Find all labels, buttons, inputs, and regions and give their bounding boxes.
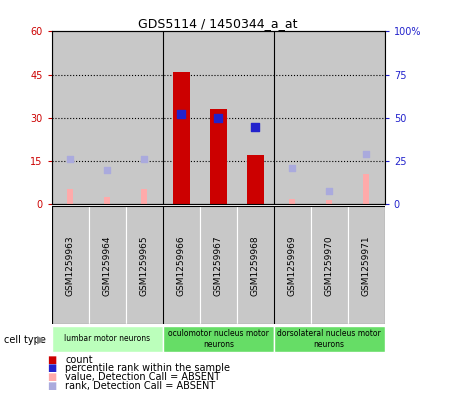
- Point: [288, 165, 296, 171]
- Bar: [163, 326, 274, 352]
- Bar: [237, 206, 274, 324]
- Bar: [200, 206, 237, 324]
- Point: [67, 156, 74, 163]
- Point: [104, 167, 111, 173]
- Text: rank, Detection Call = ABSENT: rank, Detection Call = ABSENT: [65, 380, 216, 391]
- Bar: [52, 31, 89, 204]
- Bar: [274, 31, 311, 204]
- Bar: [326, 200, 332, 204]
- Text: GSM1259964: GSM1259964: [103, 235, 112, 296]
- Bar: [200, 31, 237, 204]
- Text: GSM1259963: GSM1259963: [66, 235, 75, 296]
- Text: percentile rank within the sample: percentile rank within the sample: [65, 363, 230, 373]
- Text: GSM1259965: GSM1259965: [140, 235, 149, 296]
- Text: GSM1259966: GSM1259966: [177, 235, 186, 296]
- Bar: [141, 189, 147, 204]
- Bar: [104, 197, 110, 204]
- Point: [178, 111, 185, 118]
- Bar: [247, 155, 264, 204]
- Bar: [52, 206, 89, 324]
- Bar: [364, 174, 369, 204]
- Text: cell type: cell type: [4, 335, 46, 345]
- Bar: [163, 31, 200, 204]
- Point: [141, 156, 148, 163]
- Point: [252, 123, 259, 130]
- Text: GSM1259967: GSM1259967: [214, 235, 223, 296]
- Text: GSM1259969: GSM1259969: [288, 235, 297, 296]
- Bar: [173, 72, 189, 204]
- Text: ■: ■: [47, 363, 57, 373]
- Text: oculomotor nucleus motor
neurons: oculomotor nucleus motor neurons: [168, 329, 269, 349]
- Bar: [237, 31, 274, 204]
- Text: ■: ■: [47, 380, 57, 391]
- Bar: [348, 206, 385, 324]
- Text: ■: ■: [47, 372, 57, 382]
- Bar: [163, 206, 200, 324]
- Bar: [274, 326, 385, 352]
- Point: [363, 151, 370, 157]
- Bar: [126, 31, 163, 204]
- Text: lumbar motor neurons: lumbar motor neurons: [64, 334, 150, 343]
- Point: [215, 115, 222, 121]
- Text: GSM1259970: GSM1259970: [325, 235, 334, 296]
- Point: [326, 187, 333, 194]
- Text: GSM1259968: GSM1259968: [251, 235, 260, 296]
- Text: dorsolateral nucleus motor
neurons: dorsolateral nucleus motor neurons: [277, 329, 381, 349]
- Bar: [210, 109, 226, 204]
- Text: value, Detection Call = ABSENT: value, Detection Call = ABSENT: [65, 372, 220, 382]
- Bar: [52, 326, 163, 352]
- Text: ▶: ▶: [37, 335, 45, 345]
- Text: GSM1259971: GSM1259971: [362, 235, 371, 296]
- Bar: [348, 31, 385, 204]
- Bar: [289, 198, 295, 204]
- Bar: [89, 31, 126, 204]
- Title: GDS5114 / 1450344_a_at: GDS5114 / 1450344_a_at: [139, 17, 298, 30]
- Bar: [311, 31, 348, 204]
- Bar: [311, 206, 348, 324]
- Bar: [89, 206, 126, 324]
- Bar: [274, 206, 311, 324]
- Bar: [126, 206, 163, 324]
- Bar: [68, 189, 73, 204]
- Text: ■: ■: [47, 354, 57, 365]
- Text: count: count: [65, 354, 93, 365]
